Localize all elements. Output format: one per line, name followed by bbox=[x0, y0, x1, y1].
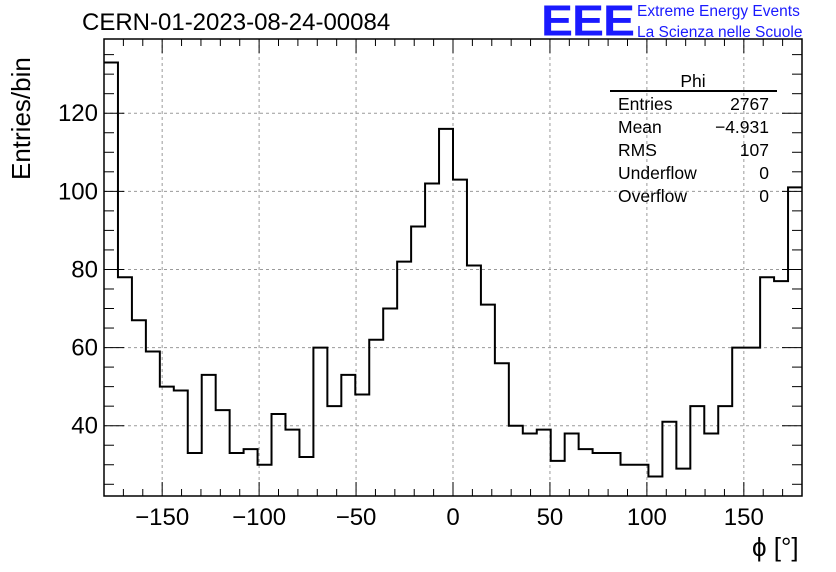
y-tick-label: 60 bbox=[71, 335, 98, 362]
histogram-bin bbox=[439, 129, 453, 496]
histogram-bin bbox=[216, 410, 230, 496]
histogram-bin bbox=[551, 461, 565, 496]
histogram-bin bbox=[272, 414, 286, 496]
x-tick-label: 50 bbox=[537, 504, 564, 531]
histogram-bin bbox=[467, 266, 481, 496]
histogram-bin bbox=[132, 320, 146, 496]
histogram-bin bbox=[188, 453, 202, 496]
stats-title: Phi bbox=[680, 71, 705, 91]
histogram-bin bbox=[662, 422, 676, 496]
stats-mean-label: Mean bbox=[618, 117, 662, 137]
histogram-bin bbox=[160, 387, 174, 496]
stats-overflow-value: 0 bbox=[759, 186, 769, 206]
histogram-bin bbox=[369, 340, 383, 496]
x-tick-label: 100 bbox=[627, 504, 667, 531]
histogram-bin bbox=[607, 453, 621, 496]
y-tick-label: 120 bbox=[58, 100, 98, 127]
y-tick-label: 100 bbox=[58, 178, 98, 205]
stats-entries-label: Entries bbox=[618, 94, 673, 114]
histogram-bin bbox=[746, 348, 760, 496]
histogram-bin bbox=[593, 453, 607, 496]
stats-rms-value: 107 bbox=[740, 140, 769, 160]
histogram-bin bbox=[258, 465, 272, 496]
histogram-bin bbox=[676, 469, 690, 496]
histogram-bin bbox=[718, 406, 732, 496]
histogram-bin bbox=[453, 180, 467, 496]
x-tick-label: −100 bbox=[232, 504, 286, 531]
histogram-outline bbox=[104, 61, 802, 478]
histogram-bin bbox=[299, 457, 313, 496]
histogram-bin bbox=[397, 262, 411, 496]
eee-logo: EEE bbox=[541, 0, 635, 46]
x-axis-label: ϕ [°] bbox=[752, 532, 799, 562]
histogram-bin bbox=[788, 187, 802, 496]
histogram-bin bbox=[341, 375, 355, 496]
histogram-bin bbox=[690, 406, 704, 496]
histogram-bin bbox=[495, 363, 509, 496]
stats-rms-label: RMS bbox=[618, 140, 657, 160]
histogram-bin bbox=[383, 309, 397, 496]
chart-title: CERN-01-2023-08-24-00084 bbox=[82, 9, 391, 36]
x-tick-label: −50 bbox=[336, 504, 377, 531]
histogram-bin bbox=[565, 434, 579, 496]
stats-underflow-value: 0 bbox=[759, 163, 769, 183]
histogram-bin bbox=[579, 449, 593, 496]
histogram-bin bbox=[509, 426, 523, 496]
histogram-bin bbox=[537, 430, 551, 496]
histogram-bin bbox=[732, 348, 746, 496]
histogram-bin bbox=[425, 184, 439, 496]
stats-entries-value: 2767 bbox=[730, 94, 769, 114]
histogram-bin bbox=[481, 305, 495, 496]
logo-line-2: La Scienza nelle Scuole bbox=[637, 24, 803, 41]
histogram-bin bbox=[774, 281, 788, 496]
y-tick-label: 40 bbox=[71, 413, 98, 440]
histogram-bin bbox=[411, 226, 425, 496]
stats-mean-value: −4.931 bbox=[715, 117, 769, 137]
histogram-bin bbox=[104, 62, 118, 496]
x-tick-label: −150 bbox=[135, 504, 189, 531]
histogram-bin bbox=[285, 430, 299, 496]
histogram-bin bbox=[648, 476, 662, 496]
histogram-bin bbox=[230, 453, 244, 496]
histogram-bin bbox=[313, 348, 327, 496]
y-tick-label: 80 bbox=[71, 256, 98, 283]
histogram-bin bbox=[523, 434, 537, 496]
histogram-bin bbox=[704, 434, 718, 496]
histogram-bin bbox=[146, 351, 160, 496]
x-tick-label: 0 bbox=[446, 504, 459, 531]
histogram-bin bbox=[634, 465, 648, 496]
histogram-bin bbox=[355, 394, 369, 496]
histogram-bin bbox=[202, 375, 216, 496]
histogram-bin bbox=[327, 406, 341, 496]
histogram-bin bbox=[118, 277, 132, 496]
histogram-bin bbox=[244, 449, 258, 496]
logo-line-1: Extreme Energy Events bbox=[637, 3, 800, 20]
histogram-bin bbox=[760, 277, 774, 496]
histogram-bin bbox=[174, 391, 188, 496]
x-tick-label: 150 bbox=[724, 504, 764, 531]
stats-overflow-label: Overflow bbox=[618, 186, 687, 206]
stats-underflow-label: Underflow bbox=[618, 163, 697, 183]
